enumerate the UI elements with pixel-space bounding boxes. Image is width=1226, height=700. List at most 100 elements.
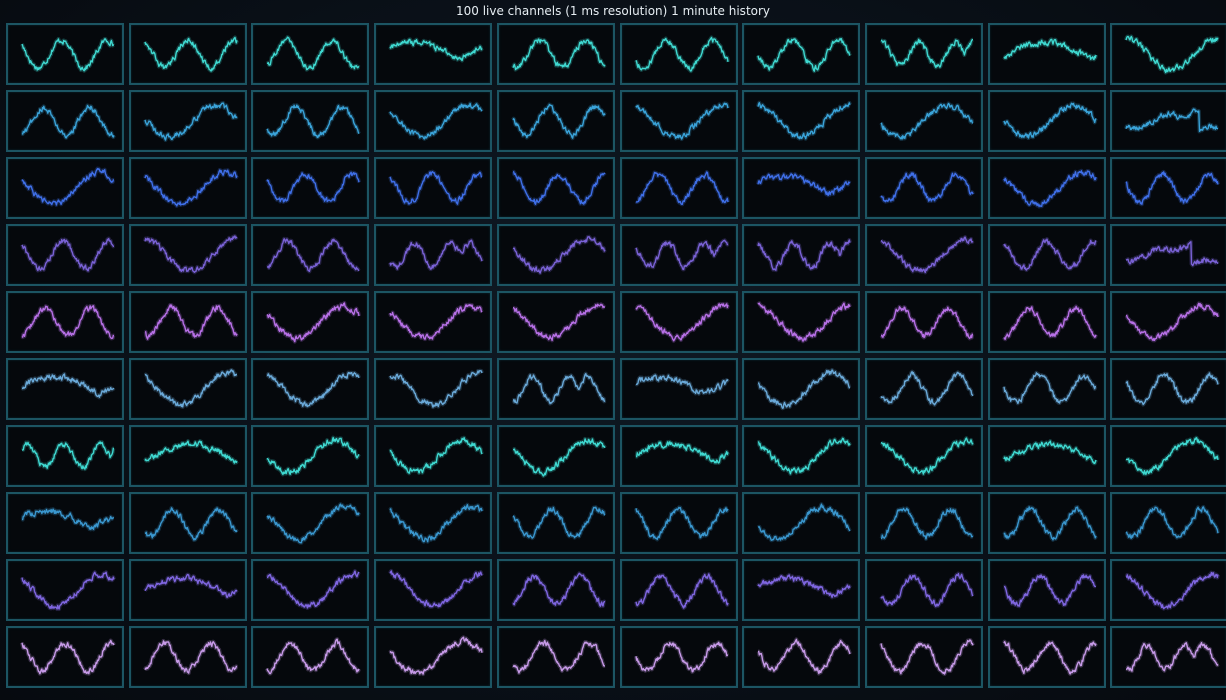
channel-panel-75: [496, 492, 615, 554]
series-line-21: [21, 167, 115, 206]
series-line-72: [144, 507, 238, 541]
channel-plot-32: [142, 234, 239, 275]
series-line-49: [1002, 305, 1097, 340]
series-line-95: [512, 639, 605, 674]
channel-panel-89: [987, 559, 1106, 621]
series-line-94: [389, 636, 483, 675]
series-line-92: [144, 640, 238, 674]
channel-panel-76: [619, 492, 738, 554]
channel-plot-65: [511, 436, 607, 478]
series-line-1: [21, 38, 115, 72]
channel-panel-81: [6, 559, 124, 621]
channel-panel-87: [742, 559, 861, 621]
series-line-98: [880, 639, 974, 675]
channel-panel-22: [128, 157, 247, 219]
series-glow-6: [633, 35, 730, 74]
series-glow-43: [265, 301, 362, 344]
series-line-6: [634, 36, 729, 72]
series-glow-87: [756, 572, 853, 600]
channel-panel-31: [6, 224, 124, 286]
channel-panel-94: [374, 626, 493, 688]
series-line-12: [144, 102, 238, 141]
channel-panel-12: [128, 90, 247, 152]
channel-plot-94: [388, 635, 485, 677]
series-line-24: [389, 170, 483, 205]
channel-plot-95: [511, 638, 607, 675]
series-glow-1: [20, 37, 116, 73]
channel-panel-50: [1110, 291, 1226, 353]
series-line-90: [1126, 571, 1219, 610]
channel-panel-85: [496, 559, 615, 621]
channel-plot-9: [1001, 37, 1098, 62]
series-line-29: [1002, 170, 1097, 208]
channel-plot-69: [1001, 439, 1098, 466]
channel-plot-98: [878, 638, 975, 676]
channel-panel-29: [987, 157, 1106, 219]
series-line-88: [880, 572, 974, 608]
channel-panel-1: [6, 23, 124, 85]
series-line-48: [880, 306, 973, 340]
series-glow-35: [511, 234, 607, 276]
channel-plot-23: [265, 170, 362, 204]
channel-panel-91: [6, 626, 124, 688]
channel-panel-83: [251, 559, 370, 621]
channel-plot-12: [142, 101, 239, 142]
series-line-9: [1003, 38, 1097, 61]
channel-panel-47: [742, 291, 861, 353]
series-line-32: [144, 235, 238, 273]
channel-panel-52: [128, 358, 247, 420]
series-line-40: [1126, 240, 1219, 267]
series-glow-69: [1001, 439, 1098, 466]
series-line-14: [389, 102, 483, 140]
channel-panel-57: [742, 358, 861, 420]
channel-plot-100: [1124, 640, 1220, 673]
channel-panel-54: [374, 358, 493, 420]
channel-plot-19: [1001, 101, 1098, 140]
channel-panel-46: [619, 291, 738, 353]
series-line-30: [1125, 171, 1219, 205]
channel-plot-42: [143, 302, 239, 342]
channel-panel-13: [251, 90, 370, 152]
channel-plot-93: [265, 637, 362, 676]
series-line-4: [389, 38, 483, 62]
channel-panel-17: [742, 90, 861, 152]
channel-plot-87: [756, 572, 853, 600]
channel-plot-34: [388, 238, 485, 272]
series-line-41: [21, 305, 115, 340]
channel-panel-23: [251, 157, 370, 219]
channel-plot-27: [756, 171, 852, 198]
series-line-91: [21, 639, 115, 675]
series-line-89: [1003, 574, 1096, 607]
channel-panel-39: [987, 224, 1106, 286]
channel-panel-59: [987, 358, 1106, 420]
channel-panel-92: [128, 626, 247, 688]
channel-plot-72: [143, 505, 239, 542]
series-glow-86: [633, 572, 730, 610]
channel-panel-35: [496, 224, 615, 286]
channel-plot-84: [388, 569, 484, 609]
channel-panel-48: [864, 291, 983, 353]
channel-plot-81: [20, 570, 116, 611]
channel-plot-38: [879, 235, 975, 275]
channel-plot-41: [20, 303, 116, 341]
channel-plot-89: [1002, 572, 1097, 609]
channel-plot-59: [1001, 370, 1097, 406]
channel-plot-66: [634, 439, 730, 465]
channel-panel-68: [864, 425, 983, 487]
channel-plot-92: [142, 638, 238, 676]
channel-plot-31: [20, 236, 116, 273]
series-line-74: [389, 503, 483, 543]
channel-panel-41: [6, 291, 124, 353]
channel-plot-14: [388, 101, 484, 141]
channel-plot-46: [633, 301, 730, 343]
channel-panel-70: [1110, 425, 1226, 487]
channel-panel-67: [742, 425, 861, 487]
channel-plot-73: [265, 502, 362, 545]
channel-plot-21: [20, 166, 116, 207]
channel-panel-74: [374, 492, 493, 554]
channel-panel-96: [619, 626, 738, 688]
channel-panel-2: [128, 23, 247, 85]
series-line-53: [266, 371, 361, 408]
channel-panel-58: [864, 358, 983, 420]
